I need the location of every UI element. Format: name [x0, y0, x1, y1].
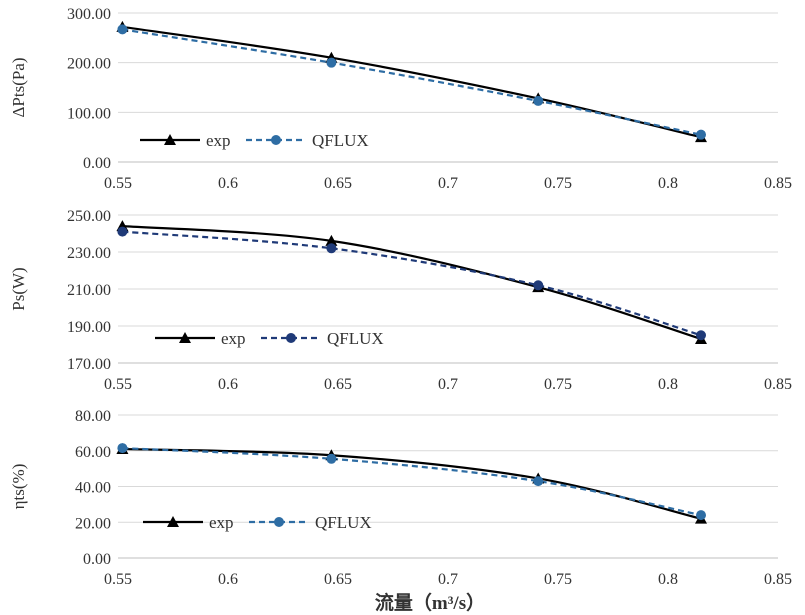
data-point-qflux	[533, 476, 544, 487]
x-tick-label: 0.75	[544, 175, 572, 192]
y-tick-label: 190.00	[67, 319, 111, 336]
x-tick-label: 0.65	[324, 175, 352, 192]
y-axis-title: ηts(%)	[9, 464, 28, 510]
data-point-qflux	[696, 129, 706, 140]
x-tick-label: 0.7	[438, 571, 458, 588]
series-line-qflux	[122, 446, 702, 517]
x-tick-label: 0.55	[104, 376, 132, 393]
x-tick-label: 0.75	[544, 571, 572, 588]
legend-label-exp: exp	[221, 329, 246, 348]
y-tick-label: 0.00	[83, 551, 111, 568]
data-point-exp	[325, 234, 338, 246]
legend-label-exp: exp	[206, 131, 231, 150]
data-point-qflux	[533, 280, 544, 291]
x-tick-label: 0.75	[544, 376, 572, 393]
legend: exp QFLUX	[140, 131, 369, 150]
y-tick-label: 0.00	[83, 155, 111, 172]
x-tick-label: 0.85	[764, 571, 792, 588]
legend-label-qflux: QFLUX	[327, 329, 384, 348]
y-tick-label: 100.00	[67, 105, 111, 122]
x-tick-label: 0.6	[218, 571, 238, 588]
series-line-exp	[122, 447, 702, 520]
legend-label-exp: exp	[209, 513, 234, 532]
data-point-qflux	[326, 453, 337, 464]
series-line-qflux	[122, 28, 702, 136]
chart-panel-2: 170.00 190.00 210.00 230.00 250.00 0.55 0.6 0.6…	[9, 208, 792, 393]
legend: exp QFLUX	[155, 329, 384, 348]
x-tick-label: 0.7	[438, 376, 458, 393]
legend-marker-exp	[167, 516, 179, 527]
legend-marker-exp	[164, 134, 176, 145]
y-tick-label: 210.00	[67, 282, 111, 299]
legend: exp QFLUX	[143, 513, 372, 532]
x-tick-label: 0.8	[658, 175, 678, 192]
data-point-qflux	[117, 226, 128, 237]
x-tick-label: 0.65	[324, 571, 352, 588]
x-tick-label: 0.8	[658, 571, 678, 588]
data-point-qflux	[533, 95, 544, 106]
data-point-qflux	[696, 510, 706, 521]
x-tick-label: 0.55	[104, 571, 132, 588]
y-tick-label: 40.00	[75, 480, 111, 497]
x-tick-label: 0.65	[324, 376, 352, 393]
legend-marker-exp	[179, 332, 191, 343]
legend-label-qflux: QFLUX	[312, 131, 369, 150]
chart-panel-1: 0.00 100.00 200.00 300.00 0.55 0.6 0.65 0.7 0.75…	[9, 6, 792, 192]
x-tick-label: 0.6	[218, 175, 238, 192]
legend-marker-qflux	[271, 135, 281, 145]
series-line-exp	[122, 25, 702, 139]
y-tick-label: 200.00	[67, 56, 111, 73]
y-tick-label: 250.00	[67, 208, 111, 225]
x-axis-title: 流量（m³/s）	[375, 591, 485, 614]
data-point-qflux	[326, 243, 337, 254]
data-point-qflux	[696, 330, 706, 341]
x-tick-label: 0.7	[438, 175, 458, 192]
y-axis-title: Ps(W)	[9, 267, 28, 310]
data-point-qflux	[117, 443, 128, 454]
x-tick-label: 0.6	[218, 376, 238, 393]
x-tick-label: 0.8	[658, 376, 678, 393]
series-line-exp	[122, 225, 702, 340]
legend-marker-qflux	[286, 333, 296, 343]
legend-marker-qflux	[274, 517, 284, 527]
y-tick-label: 170.00	[67, 356, 111, 373]
y-tick-label: 300.00	[67, 6, 111, 23]
y-tick-label: 230.00	[67, 245, 111, 262]
y-tick-label: 20.00	[75, 515, 111, 532]
x-tick-label: 0.55	[104, 175, 132, 192]
legend-label-qflux: QFLUX	[315, 513, 372, 532]
data-point-qflux	[326, 57, 337, 68]
y-tick-label: 60.00	[75, 444, 111, 461]
data-point-qflux	[117, 24, 128, 35]
series-line-qflux	[122, 230, 702, 337]
x-tick-label: 0.85	[764, 175, 792, 192]
chart-panel-3: 0.00 20.00 40.00 60.00 80.00 0.55 0.6 0.65 0.7 0.…	[9, 408, 792, 614]
x-tick-label: 0.85	[764, 376, 792, 393]
y-tick-label: 80.00	[75, 408, 111, 425]
y-axis-title: ΔPts(Pa)	[9, 57, 28, 117]
